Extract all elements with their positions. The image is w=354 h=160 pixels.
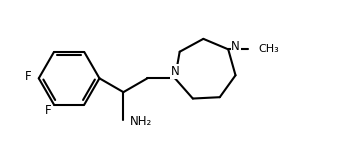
Text: F: F [25, 70, 31, 83]
Text: F: F [45, 104, 51, 117]
Text: N: N [171, 65, 180, 78]
Text: N: N [231, 40, 240, 53]
Text: CH₃: CH₃ [258, 44, 279, 54]
Text: NH₂: NH₂ [130, 115, 152, 128]
